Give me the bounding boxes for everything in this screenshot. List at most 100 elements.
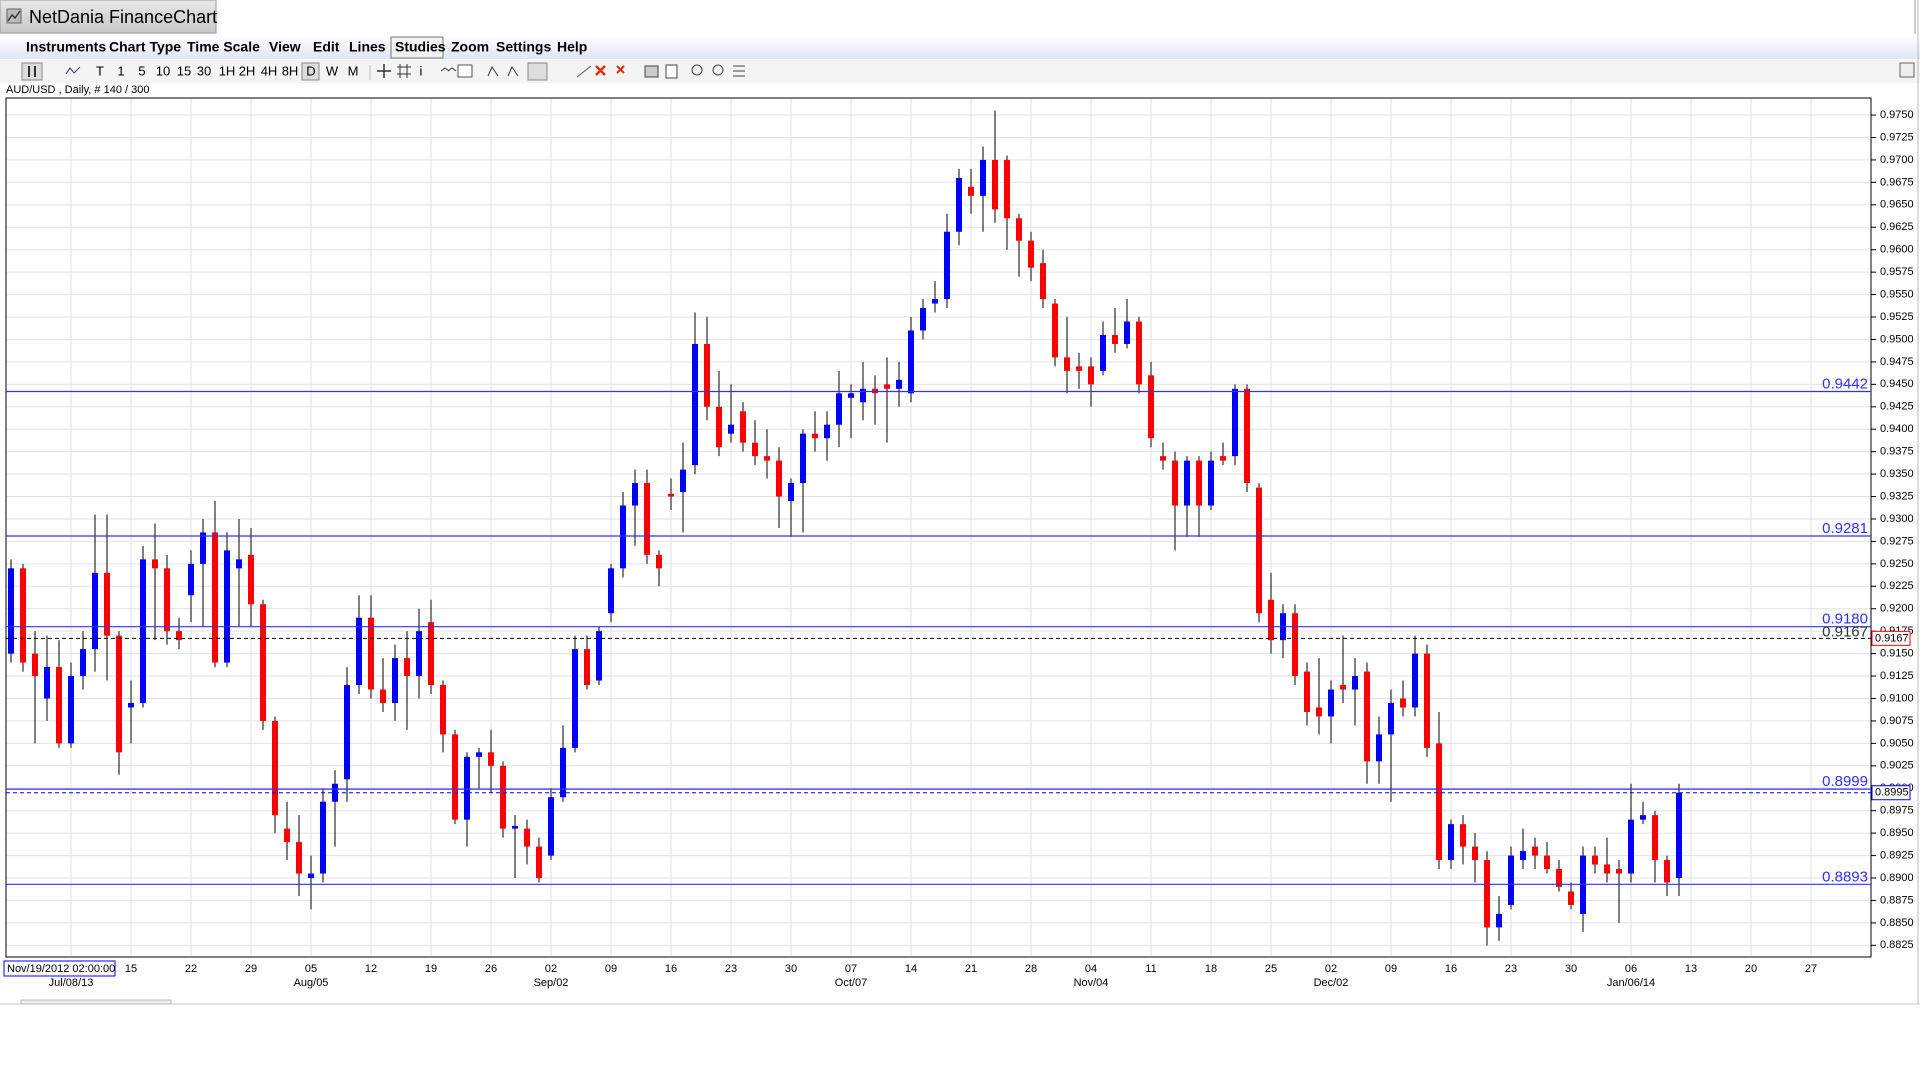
candle-body	[1508, 855, 1514, 905]
y-tick-label: 0.9050	[1880, 737, 1914, 749]
candle-body	[1532, 846, 1538, 856]
y-tick-label: 0.9075	[1880, 715, 1914, 727]
toolbar-button[interactable]: M	[348, 63, 359, 78]
tool-draw[interactable]	[487, 65, 519, 77]
tool-zoom-in[interactable]	[691, 64, 703, 76]
tool-grid[interactable]	[397, 64, 411, 78]
y-tick-label: 0.9325	[1880, 490, 1914, 502]
menu-bar	[0, 36, 1920, 59]
x-month-label: Oct/07	[835, 977, 867, 989]
tool-candle[interactable]	[21, 62, 43, 81]
y-tick-label: 0.8975	[1880, 805, 1914, 817]
x-tick-label: 18	[1205, 963, 1217, 975]
y-tick-label: 0.9525	[1880, 311, 1914, 323]
candle-body	[1052, 303, 1058, 358]
toolbar-button[interactable]: 5	[138, 63, 145, 78]
tool-fit[interactable]	[733, 65, 745, 77]
candle-body	[836, 393, 842, 425]
candle-body	[1448, 824, 1454, 861]
toolbar-button[interactable]: T	[96, 63, 104, 78]
menu-item[interactable]: Help	[557, 39, 587, 55]
candle-body	[344, 685, 350, 780]
menu-item[interactable]: Instruments	[26, 39, 106, 55]
x-tick-label: 02	[545, 963, 557, 975]
tool-delete-all[interactable]	[616, 65, 625, 74]
y-tick-label: 0.9375	[1880, 446, 1914, 458]
candle-body	[656, 554, 662, 569]
tool-fib[interactable]	[527, 62, 548, 81]
tool-vol[interactable]	[457, 64, 473, 78]
toolbar-button[interactable]: 8H	[282, 63, 299, 78]
candle-body	[1124, 321, 1130, 344]
candle-body	[1196, 460, 1202, 506]
x-tick-label: 09	[1385, 963, 1397, 975]
tool-panel[interactable]	[1899, 62, 1915, 78]
x-tick-label: 30	[1565, 963, 1577, 975]
price-box	[1871, 630, 1911, 646]
tool-daily[interactable]	[301, 62, 320, 81]
toolbar-button[interactable]: 10	[156, 63, 170, 78]
candle-body	[1556, 869, 1562, 887]
candle-body	[224, 550, 230, 663]
toolbar-button[interactable]: 4H	[261, 63, 278, 78]
menu-item[interactable]: Edit	[313, 39, 340, 55]
x-tick-label: 19	[425, 963, 437, 975]
candle-body	[1364, 671, 1370, 762]
x-month-label: Dec/02	[1314, 977, 1349, 989]
x-tick-label: 26	[485, 963, 497, 975]
y-tick-label: 0.9250	[1880, 558, 1914, 570]
candle-body	[320, 801, 326, 874]
y-tick-label: 0.9400	[1880, 423, 1914, 435]
toolbar-button[interactable]: 1	[117, 63, 124, 78]
candle-body	[140, 559, 146, 703]
tool-zoom-x[interactable]	[440, 67, 457, 72]
candle-body	[1616, 869, 1622, 874]
tool-preview[interactable]	[665, 64, 678, 79]
menu-item[interactable]: Settings	[496, 39, 551, 55]
tool-delete[interactable]	[595, 65, 606, 76]
candle-body	[1316, 707, 1322, 717]
menu-item[interactable]: Time Scale	[187, 39, 260, 55]
candle-body	[980, 159, 986, 196]
tool-print[interactable]	[644, 65, 659, 78]
toolbar-button[interactable]: 2H	[239, 63, 256, 78]
candle-body	[956, 177, 962, 232]
candle-body	[1016, 218, 1022, 241]
x-tick-label: 16	[665, 963, 677, 975]
y-tick-label: 0.9475	[1880, 356, 1914, 368]
tool-trendline[interactable]	[576, 65, 592, 78]
window-tab[interactable]	[0, 0, 217, 34]
x-tick-label: 16	[1445, 963, 1457, 975]
candle-body	[1496, 913, 1502, 928]
toolbar-button[interactable]: 30	[197, 63, 211, 78]
toolbar-button[interactable]: W	[326, 63, 339, 78]
menu-item[interactable]: Lines	[349, 39, 386, 55]
menu-item[interactable]: Chart Type	[109, 39, 181, 55]
menu-item[interactable]: Studies	[395, 39, 446, 55]
y-tick-label: 0.9275	[1880, 535, 1914, 547]
x-tick-label: 06	[1625, 963, 1637, 975]
candle-body	[884, 384, 890, 389]
menu-highlight	[390, 36, 444, 59]
candle-body	[128, 702, 134, 708]
toolbar-button[interactable]: 15	[177, 63, 191, 78]
toolbar-button[interactable]: i	[420, 63, 423, 78]
menu-item[interactable]: Zoom	[451, 39, 489, 55]
x-tick-label: 02	[1325, 963, 1337, 975]
candle-body	[464, 756, 470, 820]
candle-body	[680, 469, 686, 493]
tool-line[interactable]	[65, 66, 81, 75]
toolbar-button[interactable]: D	[306, 63, 315, 78]
level-label: 0.9281	[1822, 520, 1868, 537]
menu-item[interactable]: View	[269, 39, 301, 55]
tool-crosshair[interactable]	[377, 64, 391, 78]
window-title: NetDania FinanceChart	[29, 7, 217, 27]
candle-body	[1640, 815, 1646, 820]
candle-body	[476, 752, 482, 757]
price-box-label: 0.9167	[1875, 632, 1909, 644]
tool-zoom-out[interactable]	[712, 64, 724, 76]
toolbar-button[interactable]: 1H	[219, 63, 236, 78]
candle-body	[920, 308, 926, 331]
level-label: 0.8893	[1822, 868, 1868, 885]
scroll-tab[interactable]	[20, 999, 172, 1005]
